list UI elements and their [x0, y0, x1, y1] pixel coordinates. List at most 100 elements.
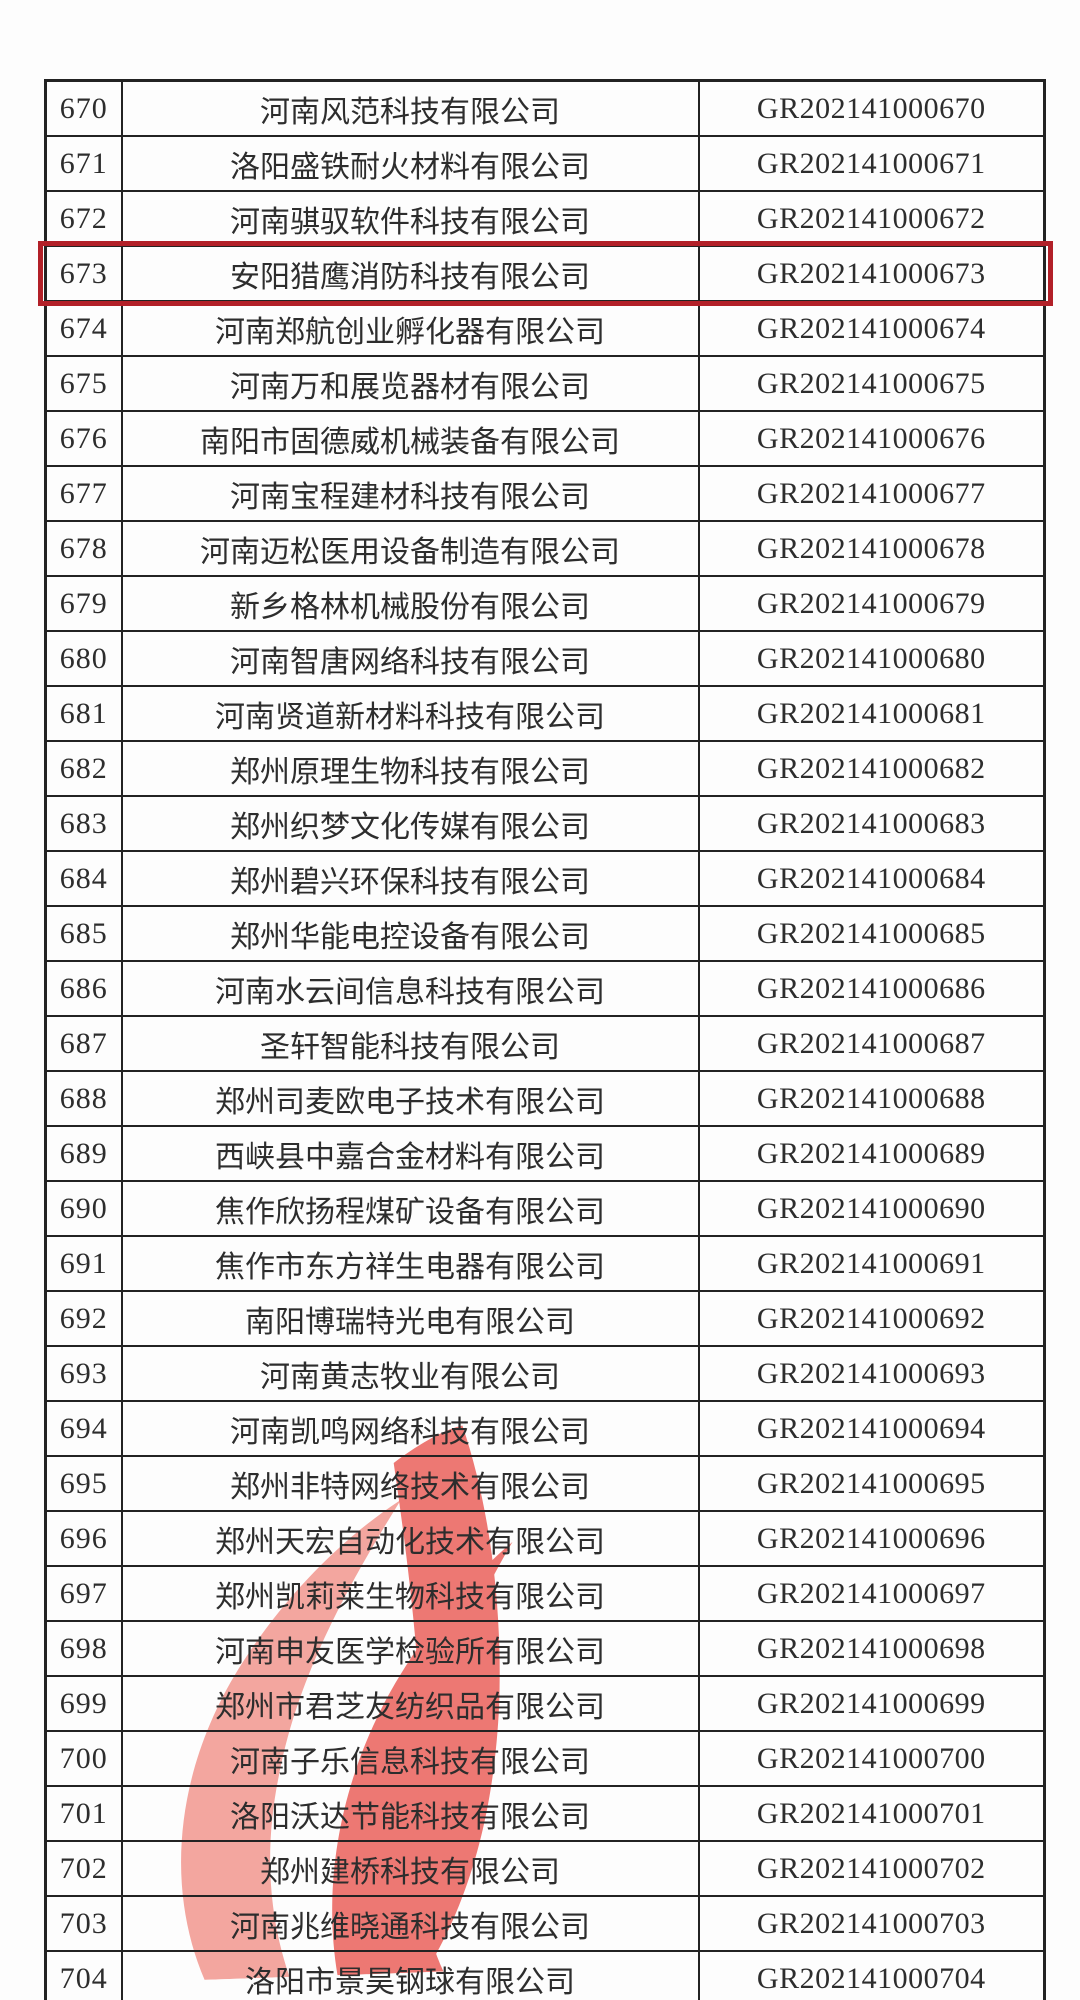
cell-company: 河南水云间信息科技有限公司: [120, 960, 700, 1017]
table-row: 671 洛阳盛铁耐火材料有限公司 GR202141000671: [44, 135, 1046, 192]
cell-cert-no: GR202141000698: [697, 1620, 1046, 1677]
cell-index: 683: [44, 795, 123, 852]
cell-cert-no: GR202141000697: [697, 1565, 1046, 1622]
cell-cert-no: GR202141000704: [697, 1950, 1046, 2000]
cell-company: 南阳市固德威机械装备有限公司: [120, 410, 700, 467]
cell-company: 西峡县中嘉合金材料有限公司: [120, 1125, 700, 1182]
table-row: 683 郑州织梦文化传媒有限公司 GR202141000683: [44, 795, 1046, 852]
cell-index: 688: [44, 1070, 123, 1127]
table-row: 684 郑州碧兴环保科技有限公司 GR202141000684: [44, 850, 1046, 907]
cell-cert-no: GR202141000701: [697, 1785, 1046, 1842]
cell-cert-no: GR202141000692: [697, 1290, 1046, 1347]
cell-index: 704: [44, 1950, 123, 2000]
cell-cert-no: GR202141000678: [697, 520, 1046, 577]
cell-company: 南阳博瑞特光电有限公司: [120, 1290, 700, 1347]
cell-cert-no: GR202141000675: [697, 355, 1046, 412]
cell-company: 焦作市东方祥生电器有限公司: [120, 1235, 700, 1292]
cell-cert-no: GR202141000682: [697, 740, 1046, 797]
cell-company: 郑州碧兴环保科技有限公司: [120, 850, 700, 907]
cell-company: 河南迈松医用设备制造有限公司: [120, 520, 700, 577]
table-row: 695 郑州非特网络技术有限公司 GR202141000695: [44, 1455, 1046, 1512]
cell-company: 河南智唐网络科技有限公司: [120, 630, 700, 687]
highlight-box-row-673: [37, 241, 1053, 306]
table-row: 674 河南郑航创业孵化器有限公司 GR202141000674: [44, 300, 1046, 357]
cell-company: 郑州建桥科技有限公司: [120, 1840, 700, 1897]
cell-cert-no: GR202141000699: [697, 1675, 1046, 1732]
table-row: 699 郑州市君芝友纺织品有限公司 GR202141000699: [44, 1675, 1046, 1732]
cell-index: 676: [44, 410, 123, 467]
table-row: 677 河南宝程建材科技有限公司 GR202141000677: [44, 465, 1046, 522]
cell-index: 698: [44, 1620, 123, 1677]
cell-cert-no: GR202141000693: [697, 1345, 1046, 1402]
table-row: 678 河南迈松医用设备制造有限公司 GR202141000678: [44, 520, 1046, 577]
cell-cert-no: GR202141000695: [697, 1455, 1046, 1512]
cell-index: 674: [44, 300, 123, 357]
cell-index: 700: [44, 1730, 123, 1787]
cell-index: 686: [44, 960, 123, 1017]
cell-cert-no: GR202141000694: [697, 1400, 1046, 1457]
table-row: 702 郑州建桥科技有限公司 GR202141000702: [44, 1840, 1046, 1897]
cell-company: 河南凯鸣网络科技有限公司: [120, 1400, 700, 1457]
cell-index: 694: [44, 1400, 123, 1457]
cell-cert-no: GR202141000671: [697, 135, 1046, 192]
cell-index: 673: [44, 245, 123, 302]
table-row: 688 郑州司麦欧电子技术有限公司 GR202141000688: [44, 1070, 1046, 1127]
cell-index: 691: [44, 1235, 123, 1292]
cell-index: 692: [44, 1290, 123, 1347]
cell-index: 702: [44, 1840, 123, 1897]
cell-index: 697: [44, 1565, 123, 1622]
cell-company: 洛阳市景昊钢球有限公司: [120, 1950, 700, 2000]
table-row: 698 河南申友医学检验所有限公司 GR202141000698: [44, 1620, 1046, 1677]
table-row: 679 新乡格林机械股份有限公司 GR202141000679: [44, 575, 1046, 632]
cell-cert-no: GR202141000702: [697, 1840, 1046, 1897]
cell-company: 新乡格林机械股份有限公司: [120, 575, 700, 632]
cell-index: 693: [44, 1345, 123, 1402]
cell-index: 675: [44, 355, 123, 412]
cell-company: 河南宝程建材科技有限公司: [120, 465, 700, 522]
cell-company: 河南骐驭软件科技有限公司: [120, 190, 700, 247]
cell-cert-no: GR202141000700: [697, 1730, 1046, 1787]
cell-cert-no: GR202141000674: [697, 300, 1046, 357]
cell-company: 郑州非特网络技术有限公司: [120, 1455, 700, 1512]
cell-index: 690: [44, 1180, 123, 1237]
cell-company: 郑州天宏自动化技术有限公司: [120, 1510, 700, 1567]
table-row: 682 郑州原理生物科技有限公司 GR202141000682: [44, 740, 1046, 797]
cell-company: 圣轩智能科技有限公司: [120, 1015, 700, 1072]
cell-company: 郑州市君芝友纺织品有限公司: [120, 1675, 700, 1732]
table-row: 692 南阳博瑞特光电有限公司 GR202141000692: [44, 1290, 1046, 1347]
table-row: 697 郑州凯莉莱生物科技有限公司 GR202141000697: [44, 1565, 1046, 1622]
cell-index: 681: [44, 685, 123, 742]
cell-cert-no: GR202141000680: [697, 630, 1046, 687]
cell-company: 河南兆维晓通科技有限公司: [120, 1895, 700, 1952]
table-row: 672 河南骐驭软件科技有限公司 GR202141000672: [44, 190, 1046, 247]
cell-company: 河南郑航创业孵化器有限公司: [120, 300, 700, 357]
cell-cert-no: GR202141000676: [697, 410, 1046, 467]
cell-index: 677: [44, 465, 123, 522]
cell-company: 河南子乐信息科技有限公司: [120, 1730, 700, 1787]
cell-cert-no: GR202141000684: [697, 850, 1046, 907]
cell-index: 670: [44, 79, 123, 137]
table-row: 693 河南黄志牧业有限公司 GR202141000693: [44, 1345, 1046, 1402]
cell-cert-no: GR202141000673: [697, 245, 1046, 302]
cell-company: 河南黄志牧业有限公司: [120, 1345, 700, 1402]
cell-company: 焦作欣扬程煤矿设备有限公司: [120, 1180, 700, 1237]
cell-index: 699: [44, 1675, 123, 1732]
table-row: 675 河南万和展览器材有限公司 GR202141000675: [44, 355, 1046, 412]
table-row: 704 洛阳市景昊钢球有限公司 GR202141000704: [44, 1950, 1046, 2000]
cell-company: 郑州织梦文化传媒有限公司: [120, 795, 700, 852]
cell-cert-no: GR202141000689: [697, 1125, 1046, 1182]
table-row: 687 圣轩智能科技有限公司 GR202141000687: [44, 1015, 1046, 1072]
cell-cert-no: GR202141000690: [697, 1180, 1046, 1237]
table-row: 701 洛阳沃达节能科技有限公司 GR202141000701: [44, 1785, 1046, 1842]
table-row: 681 河南贤道新材料科技有限公司 GR202141000681: [44, 685, 1046, 742]
cell-company: 洛阳沃达节能科技有限公司: [120, 1785, 700, 1842]
cell-cert-no: GR202141000683: [697, 795, 1046, 852]
cell-cert-no: GR202141000686: [697, 960, 1046, 1017]
cell-index: 684: [44, 850, 123, 907]
cell-cert-no: GR202141000679: [697, 575, 1046, 632]
cell-index: 672: [44, 190, 123, 247]
table-row: 696 郑州天宏自动化技术有限公司 GR202141000696: [44, 1510, 1046, 1567]
table-row: 685 郑州华能电控设备有限公司 GR202141000685: [44, 905, 1046, 962]
cell-cert-no: GR202141000688: [697, 1070, 1046, 1127]
cell-company: 郑州华能电控设备有限公司: [120, 905, 700, 962]
